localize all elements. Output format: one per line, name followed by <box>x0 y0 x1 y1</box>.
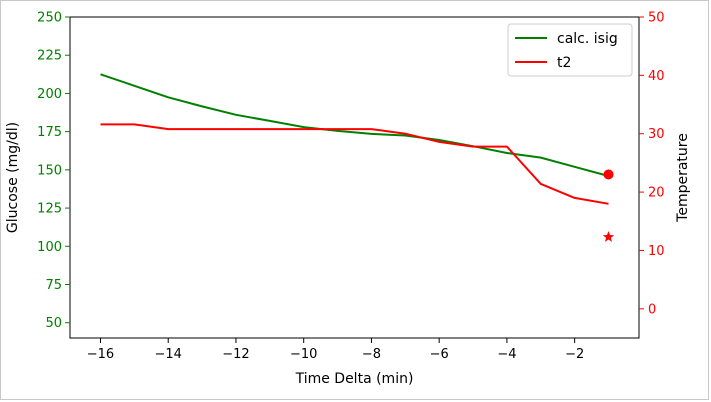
legend-label-t2: t2 <box>557 55 571 71</box>
right-axis-ticks: 0 10 20 30 40 50 <box>639 11 665 317</box>
right-axis-label: Temperature <box>675 133 691 223</box>
x-tick-label: −10 <box>290 347 317 362</box>
left-axis-label: Glucose (mg/dl) <box>5 122 21 233</box>
left-tick-label: 125 <box>37 202 62 217</box>
marker-circle <box>603 169 614 180</box>
left-tick-label: 150 <box>37 163 62 178</box>
plot-area <box>69 16 640 339</box>
left-tick-label: 225 <box>37 49 62 64</box>
x-tick-label: −6 <box>430 347 449 362</box>
series-line-t2 <box>100 123 609 205</box>
legend-label-calc-isig: calc. isig <box>557 31 618 47</box>
left-axis-ticks: 50 75 100 125 150 175 200 225 250 <box>37 11 70 331</box>
series-line-calc-isig <box>100 73 609 177</box>
right-tick-label: 40 <box>648 69 665 84</box>
x-tick-label: −8 <box>362 347 381 362</box>
x-axis-ticks: −16 −14 −12 −10 −8 −6 −4 −2 <box>87 338 584 362</box>
right-tick-label: 30 <box>648 127 665 142</box>
marker-star <box>602 231 615 242</box>
left-tick-label: 100 <box>37 240 62 255</box>
left-tick-label: 50 <box>45 316 62 331</box>
plot-frame <box>69 16 640 339</box>
left-tick-label: 175 <box>37 125 62 140</box>
left-tick-label: 250 <box>37 11 62 26</box>
legend: calc. isig t2 <box>507 23 633 77</box>
x-tick-label: −2 <box>565 347 584 362</box>
right-tick-label: 0 <box>648 302 656 317</box>
left-tick-label: 200 <box>37 87 62 102</box>
marker-layer <box>602 169 615 242</box>
x-tick-label: −12 <box>222 347 249 362</box>
x-tick-label: −14 <box>155 347 182 362</box>
x-tick-label: −4 <box>497 347 516 362</box>
x-tick-label: −16 <box>87 347 114 362</box>
left-tick-label: 75 <box>45 278 62 293</box>
right-tick-label: 50 <box>648 11 665 26</box>
series-layer <box>100 73 609 205</box>
right-tick-label: 20 <box>648 186 665 201</box>
right-tick-label: 10 <box>648 244 665 259</box>
x-axis-label: Time Delta (min) <box>295 371 414 387</box>
